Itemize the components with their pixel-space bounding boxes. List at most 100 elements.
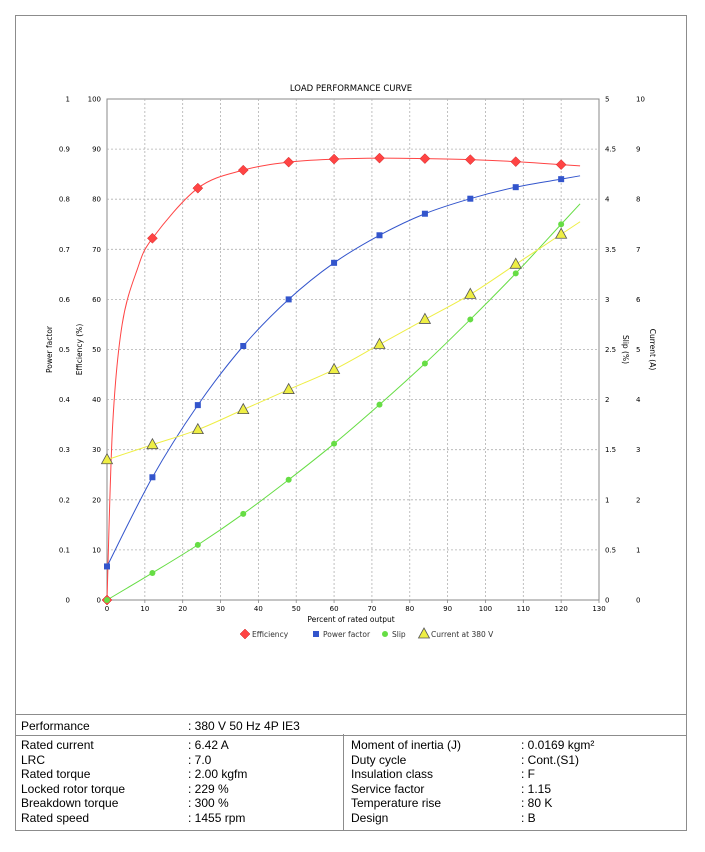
- axis-tick-label-pf: 0: [66, 597, 70, 605]
- axis-title-cur: Current (A): [648, 329, 657, 371]
- series-line-0: [106, 157, 581, 601]
- x-axis-title: Percent of rated output: [307, 615, 394, 624]
- spec-label: Insulation class: [351, 767, 434, 781]
- legend-marker: [239, 628, 251, 640]
- table-column-divider: [343, 734, 344, 831]
- data-point-diamond: [374, 152, 385, 164]
- data-point-diamond: [419, 153, 431, 164]
- axis-tick-label-cur: 6: [636, 296, 641, 304]
- axis-tick-label-eff: 100: [88, 96, 101, 104]
- spec-label: Breakdown torque: [21, 796, 119, 810]
- spec-value: : 1.15: [521, 781, 552, 796]
- axis-tick-label-eff: 40: [92, 396, 101, 404]
- performance-label: Performance: [21, 719, 90, 733]
- legend-label: Power factor: [323, 630, 371, 639]
- axis-tick-label-pf: 0.7: [59, 246, 70, 254]
- data-point-square: [149, 474, 156, 481]
- data-point-triangle: [373, 337, 386, 349]
- x-tick-label: 30: [216, 605, 225, 613]
- data-point-diamond: [237, 164, 249, 176]
- data-point-square: [467, 195, 474, 202]
- data-point-circle: [376, 401, 383, 408]
- axis-tick-label-slip: 0: [605, 597, 609, 605]
- data-point-triangle: [509, 257, 522, 269]
- x-tick-label: 20: [178, 605, 187, 613]
- spec-label: Rated speed: [21, 810, 90, 825]
- axis-tick-label-cur: 5: [636, 346, 640, 354]
- spec-label: Design: [351, 810, 389, 825]
- axis-title-slip: Slip (%): [621, 335, 630, 364]
- data-point-diamond: [464, 154, 476, 165]
- axis-tick-label-slip: 5: [605, 96, 609, 104]
- x-tick-label: 80: [405, 605, 414, 613]
- data-point-square: [194, 402, 201, 409]
- spec-value: : 0.0169 kgm²: [521, 738, 595, 752]
- legend-marker: [417, 627, 431, 639]
- spec-label: Duty cycle: [351, 752, 407, 767]
- axis-tick-label-eff: 60: [92, 296, 101, 304]
- data-point-triangle: [191, 422, 205, 435]
- data-point-diamond: [510, 156, 522, 167]
- axis-tick-label-pf: 0.6: [59, 296, 71, 304]
- axis-tick-label-cur: 9: [636, 146, 640, 154]
- data-point-square: [240, 342, 247, 349]
- spec-value: : Cont.(S1): [521, 752, 580, 767]
- axis-tick-label-slip: 2.5: [605, 346, 616, 354]
- data-point-square: [512, 184, 519, 191]
- data-point-diamond: [283, 156, 295, 168]
- axis-tick-label-pf: 1: [66, 96, 70, 104]
- spec-value: : 1455 rpm: [188, 810, 246, 825]
- data-point-triangle: [237, 402, 250, 415]
- axis-tick-label-eff: 70: [92, 246, 101, 254]
- legend-label: Slip: [392, 630, 406, 639]
- data-point-diamond: [328, 153, 340, 165]
- spec-label: Locked rotor torque: [21, 781, 126, 796]
- data-point-circle: [512, 270, 519, 277]
- performance-header-row: [15, 714, 687, 736]
- data-point-triangle: [464, 287, 477, 299]
- data-point-diamond: [192, 182, 204, 194]
- axis-tick-label-pf: 0.2: [59, 496, 70, 504]
- axes: 0 10 20 30 40 50 60 70 80 90 100 110 120 13000.10.20.…: [45, 96, 657, 614]
- spec-value: : 7.0: [188, 752, 212, 767]
- x-tick-label: 60: [330, 605, 339, 613]
- spec-label: Temperature rise: [351, 796, 442, 810]
- axis-tick-label-slip: 0.5: [605, 546, 616, 554]
- legend-label: Efficiency: [252, 630, 289, 639]
- spec-label: Service factor: [351, 781, 425, 796]
- data-point-diamond: [555, 159, 567, 170]
- data-point-circle: [149, 569, 156, 576]
- data-point-triangle: [418, 312, 432, 324]
- x-tick-label: 120: [554, 605, 567, 613]
- data-point-circle: [240, 510, 247, 517]
- axis-tick-label-eff: 0: [97, 597, 101, 605]
- spec-label: Rated torque: [21, 767, 91, 781]
- performance-value: : 380 V 50 Hz 4P IE3: [188, 719, 300, 733]
- axis-tick-label-slip: 3: [605, 296, 609, 304]
- spec-value: : 2.00 kgfm: [188, 767, 248, 781]
- x-tick-label: 50: [292, 605, 301, 613]
- x-tick-label: 0: [105, 605, 109, 613]
- spec-value: : 80 K: [521, 796, 553, 810]
- chart-title: LOAD PERFORMANCE CURVE: [290, 84, 412, 94]
- axis-tick-label-slip: 3.5: [605, 246, 616, 254]
- marker-layer: [100, 152, 568, 606]
- axis-tick-label-pf: 0.3: [59, 446, 70, 454]
- axis-title-eff: Efficiency (%): [75, 324, 84, 376]
- axis-tick-label-pf: 0.9: [59, 146, 70, 154]
- axis-tick-label-cur: 3: [636, 446, 640, 454]
- axis-title-pf: Power factor: [45, 325, 54, 373]
- x-tick-label: 100: [479, 605, 492, 613]
- x-tick-label: 10: [140, 605, 149, 613]
- axis-tick-label-cur: 10: [636, 96, 645, 104]
- data-point-circle: [104, 597, 110, 603]
- data-point-triangle: [554, 227, 568, 239]
- axis-tick-label-eff: 20: [92, 496, 101, 504]
- data-point-circle: [558, 221, 565, 228]
- x-tick-label: 110: [517, 605, 530, 613]
- x-tick-label: 90: [443, 605, 452, 613]
- data-point-circle: [421, 360, 428, 367]
- axis-tick-label-pf: 0.4: [59, 396, 71, 404]
- data-point-diamond: [147, 232, 158, 244]
- axis-tick-label-cur: 8: [636, 196, 640, 204]
